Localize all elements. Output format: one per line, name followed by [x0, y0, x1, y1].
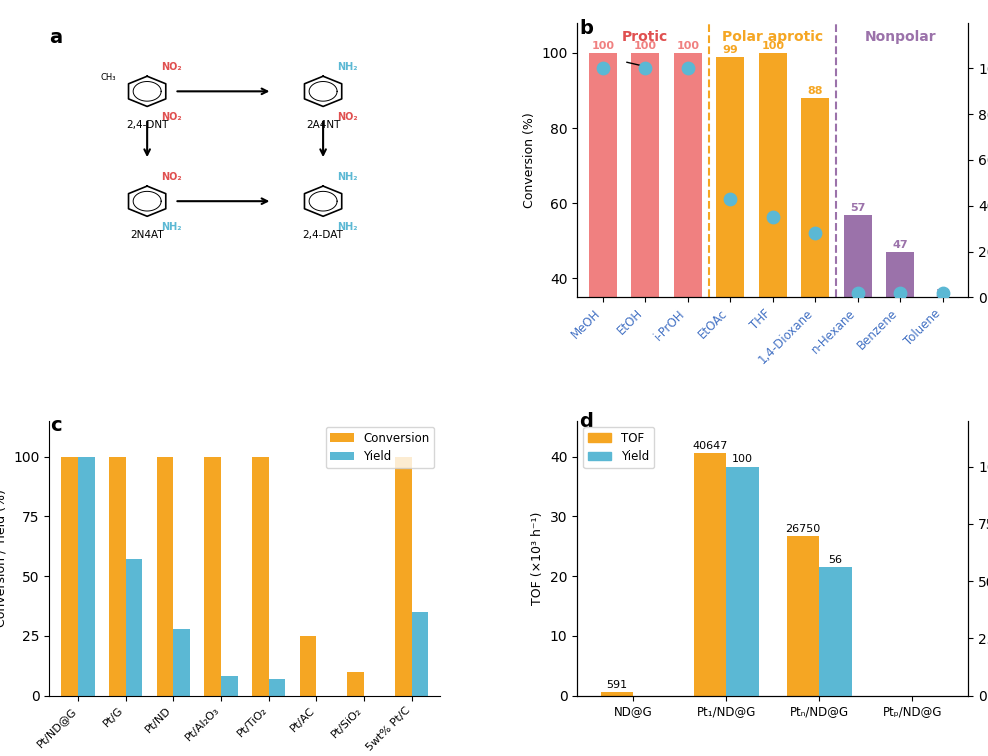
- Text: NH₂: NH₂: [337, 62, 358, 72]
- Text: 2,4-DAT: 2,4-DAT: [302, 230, 344, 240]
- Text: NO₂: NO₂: [337, 112, 358, 122]
- Point: [765, 211, 781, 223]
- Text: 26750: 26750: [785, 524, 821, 534]
- Text: 100: 100: [633, 41, 657, 51]
- Bar: [412, 612, 429, 696]
- Text: Protic: Protic: [622, 30, 668, 45]
- Text: 2N4AT: 2N4AT: [130, 230, 164, 240]
- Bar: [221, 677, 238, 696]
- Bar: [716, 57, 744, 429]
- Bar: [395, 457, 412, 696]
- Text: 100: 100: [676, 41, 700, 51]
- Legend: TOF, Yield: TOF, Yield: [583, 427, 654, 468]
- Bar: [269, 679, 286, 696]
- Bar: [348, 671, 365, 696]
- Bar: [929, 301, 956, 429]
- Bar: [78, 457, 95, 696]
- Text: 100: 100: [732, 454, 753, 464]
- Bar: [844, 215, 871, 429]
- Bar: [726, 466, 759, 696]
- Text: 56: 56: [829, 555, 843, 565]
- Text: a: a: [49, 28, 62, 47]
- Bar: [299, 636, 316, 696]
- Point: [892, 287, 908, 299]
- Bar: [786, 536, 819, 696]
- Text: Polar aprotic: Polar aprotic: [722, 30, 823, 45]
- Bar: [694, 453, 726, 696]
- Text: CH₃: CH₃: [101, 73, 116, 82]
- Text: b: b: [579, 19, 593, 38]
- Bar: [157, 457, 173, 696]
- Point: [595, 63, 611, 75]
- Bar: [252, 457, 269, 696]
- Point: [935, 287, 950, 299]
- Bar: [631, 53, 659, 429]
- Bar: [601, 692, 633, 696]
- Bar: [205, 457, 221, 696]
- Bar: [61, 457, 78, 696]
- Bar: [759, 53, 786, 429]
- Bar: [886, 253, 914, 429]
- Legend: Conversion, Yield: Conversion, Yield: [326, 427, 435, 468]
- Bar: [589, 53, 617, 429]
- Text: NO₂: NO₂: [161, 172, 182, 182]
- Point: [680, 63, 696, 75]
- Point: [807, 228, 823, 240]
- Point: [722, 193, 738, 205]
- Text: NH₂: NH₂: [337, 172, 358, 182]
- Y-axis label: Conversion / Yield (%): Conversion / Yield (%): [0, 489, 8, 627]
- Text: NH₂: NH₂: [337, 222, 358, 232]
- Bar: [674, 53, 701, 429]
- Y-axis label: TOF (×10³ h⁻¹): TOF (×10³ h⁻¹): [532, 512, 544, 605]
- Text: 99: 99: [722, 45, 738, 54]
- Bar: [109, 457, 125, 696]
- Text: 100: 100: [591, 41, 615, 51]
- Text: 34: 34: [935, 290, 950, 299]
- Text: 88: 88: [807, 86, 823, 96]
- Text: 40647: 40647: [693, 441, 727, 451]
- Bar: [173, 629, 190, 696]
- Bar: [819, 567, 852, 696]
- Text: c: c: [50, 416, 62, 435]
- Point: [637, 63, 653, 75]
- Text: Nonpolar: Nonpolar: [864, 30, 936, 45]
- Text: NO₂: NO₂: [161, 62, 182, 72]
- Text: 2,4-DNT: 2,4-DNT: [125, 120, 168, 130]
- Text: d: d: [579, 412, 593, 431]
- Bar: [801, 98, 829, 429]
- Text: 591: 591: [607, 680, 627, 690]
- Point: [850, 287, 865, 299]
- Text: 47: 47: [892, 240, 908, 250]
- Bar: [125, 559, 142, 696]
- Y-axis label: Conversion (%): Conversion (%): [523, 112, 535, 208]
- Text: 100: 100: [761, 41, 784, 51]
- Text: 57: 57: [850, 203, 865, 212]
- Text: NO₂: NO₂: [161, 112, 182, 122]
- Text: NH₂: NH₂: [161, 222, 182, 232]
- Text: 2A4NT: 2A4NT: [306, 120, 340, 130]
